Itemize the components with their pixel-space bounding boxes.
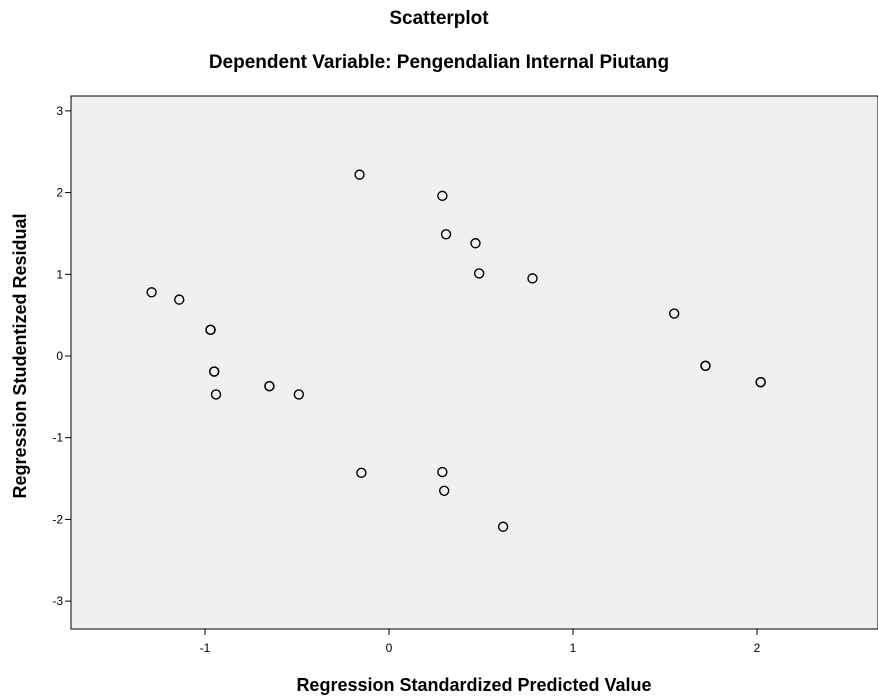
chart-title: Scatterplot <box>389 8 489 29</box>
data-point <box>437 466 448 478</box>
y-tick-label: -2 <box>52 512 63 526</box>
data-point <box>439 485 450 497</box>
data-point <box>497 521 509 532</box>
data-point <box>208 366 220 377</box>
x-tick-label: 2 <box>754 641 761 655</box>
data-point <box>527 273 538 284</box>
y-axis: -3 -2 -1 0 1 2 3 <box>52 104 71 608</box>
data-point <box>440 229 452 240</box>
data-point <box>354 169 365 180</box>
data-point <box>174 294 185 305</box>
y-tick-label: 0 <box>56 349 63 363</box>
chart-subtitle: Dependent Variable: Pengendalian Interna… <box>208 52 670 73</box>
x-axis-label: Regression Standardized Predicted Value <box>296 675 651 695</box>
data-point <box>293 389 305 400</box>
y-tick-label: 3 <box>56 104 63 118</box>
x-tick-label: 1 <box>570 641 577 655</box>
data-point <box>755 376 766 388</box>
data-point <box>210 389 222 400</box>
data-point <box>473 268 485 279</box>
x-tick-label: 0 <box>386 641 393 655</box>
data-point <box>205 324 216 336</box>
plot-area <box>70 95 878 630</box>
data-point <box>669 308 680 319</box>
data-points <box>146 169 766 532</box>
y-axis-label: Regression Studentized Residual <box>10 213 30 498</box>
x-axis: -1 0 1 2 <box>200 629 761 655</box>
y-tick-label: -1 <box>52 431 63 445</box>
data-point <box>700 360 711 372</box>
data-point <box>356 467 367 479</box>
data-point <box>437 190 448 202</box>
y-tick-label: 1 <box>56 267 63 281</box>
y-tick-label: 2 <box>56 186 63 200</box>
y-tick-label: -3 <box>52 594 63 608</box>
data-point <box>470 238 481 249</box>
x-tick-label: -1 <box>200 641 211 655</box>
data-point <box>264 381 275 392</box>
data-point <box>146 287 157 298</box>
